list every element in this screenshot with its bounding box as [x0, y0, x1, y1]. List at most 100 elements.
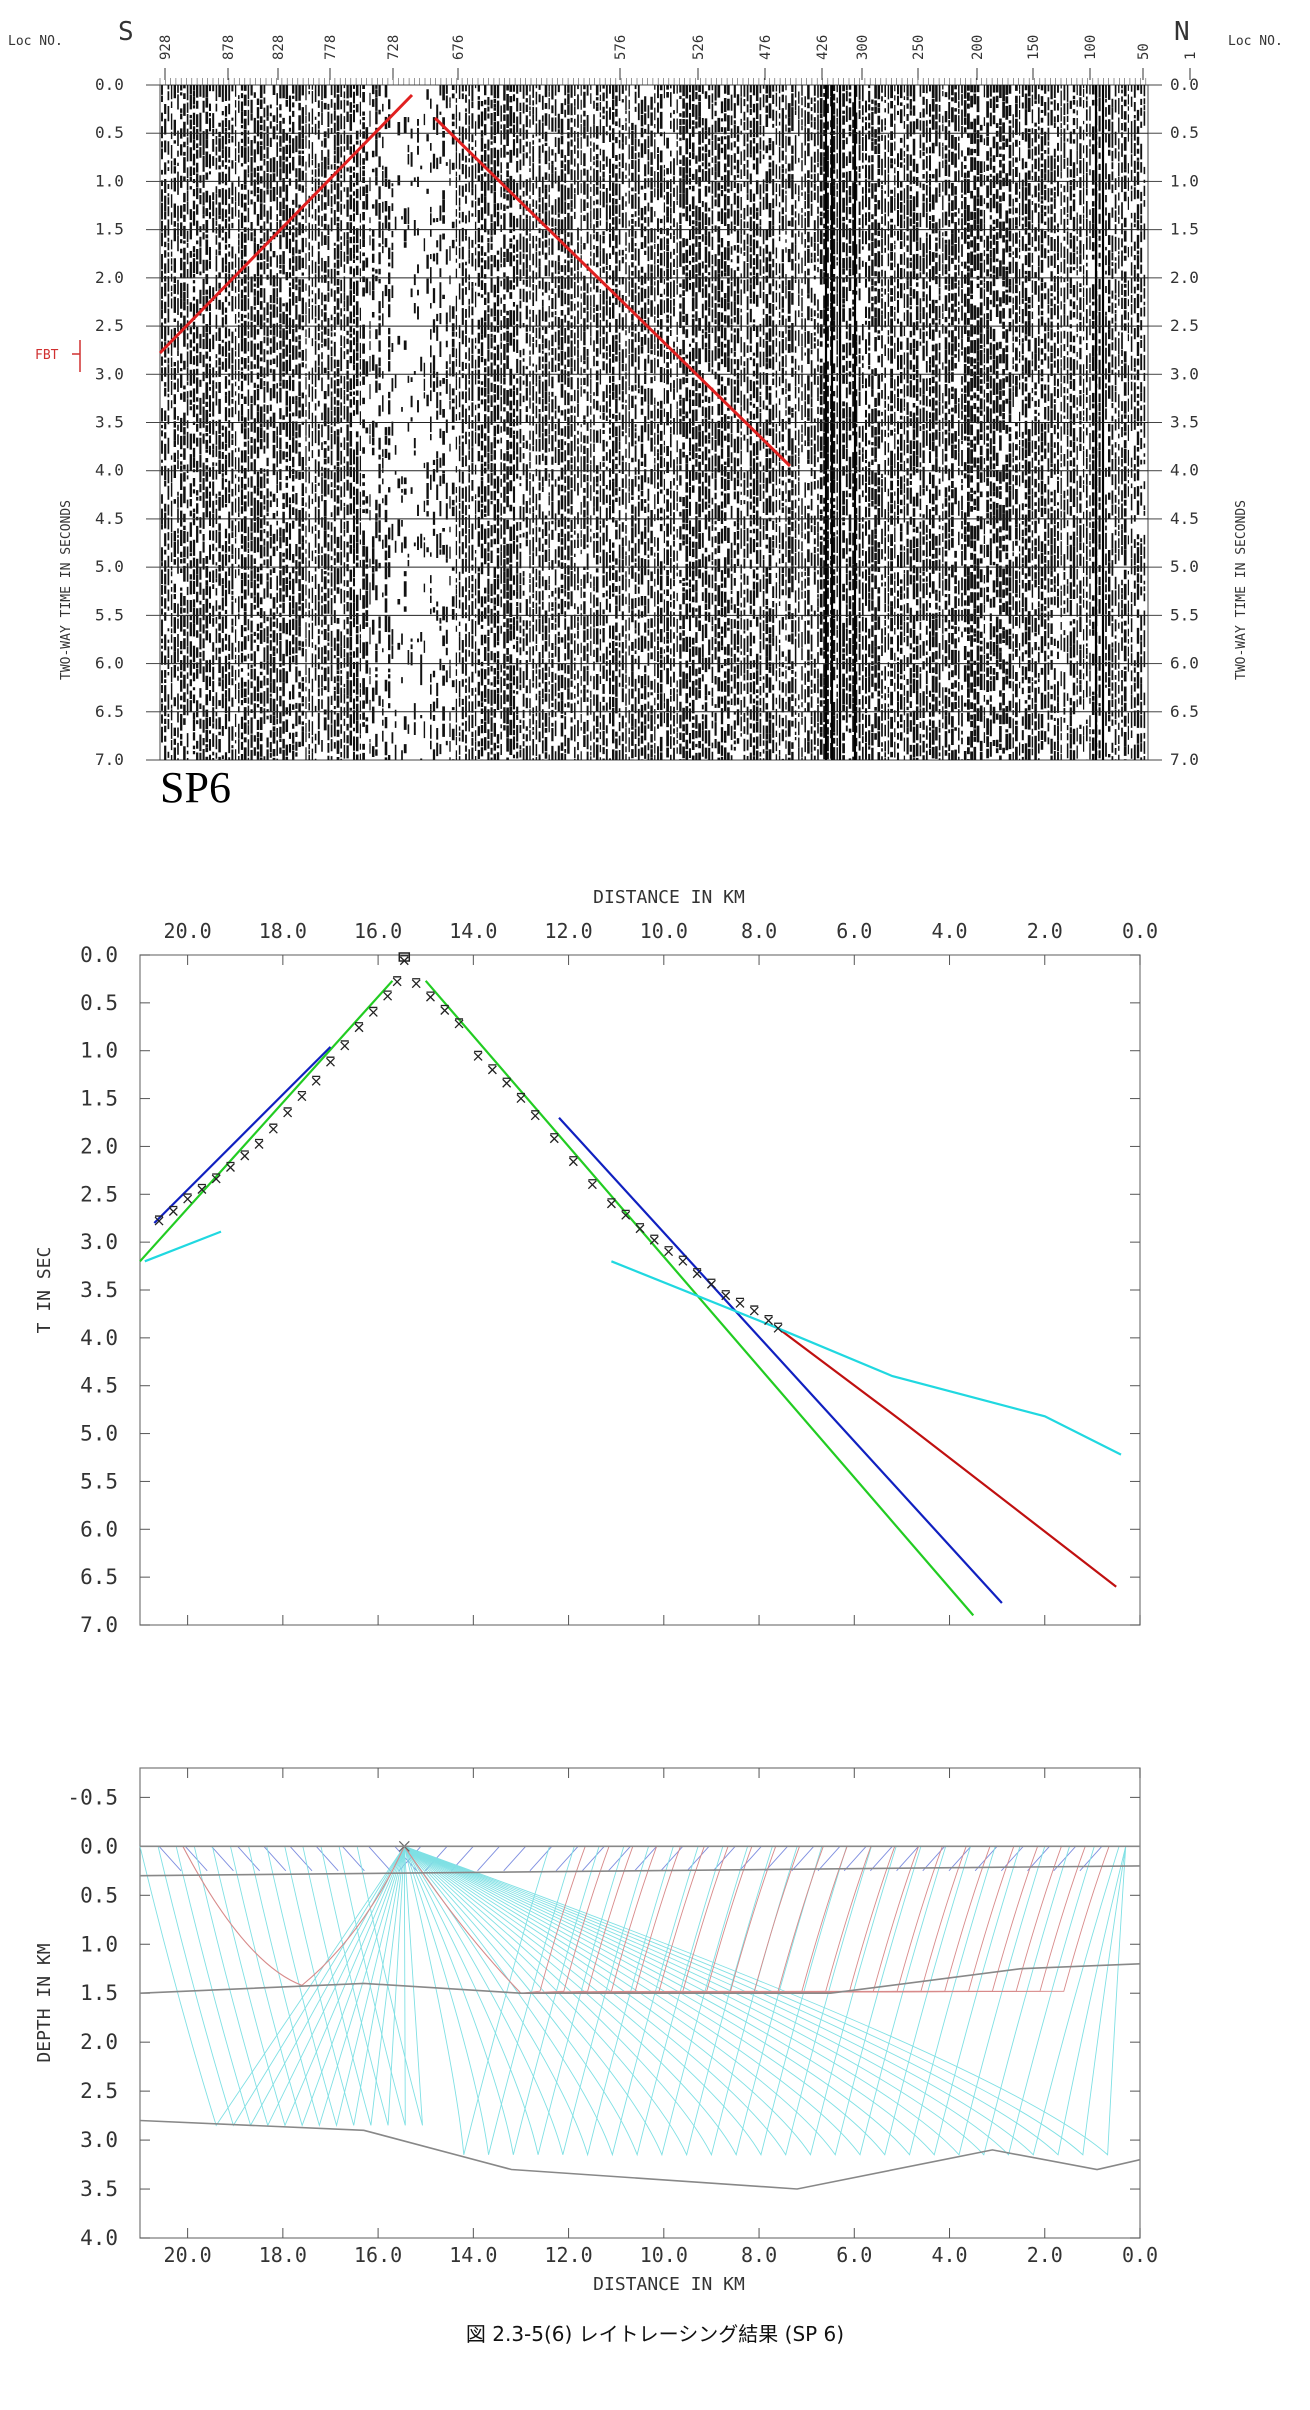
tt-y-tick-label: 4.0: [80, 1326, 118, 1350]
tt-pick-marker: [168, 1205, 178, 1216]
tt-x-tick-label: 14.0: [449, 919, 497, 943]
ray-path-deep: [403, 1846, 674, 2157]
ray-path-deep: [403, 1846, 575, 2155]
ray-path-refracted: [520, 1846, 586, 1994]
ray-path-shallow: [634, 1846, 658, 1872]
ray-path-deep: [403, 1846, 749, 2157]
time-tick-label-right: 1.5: [1170, 220, 1199, 239]
ray-path-shallow: [342, 1846, 365, 1872]
depth-frame: [139, 1767, 1141, 2239]
tt-pick-marker: [678, 1255, 688, 1266]
depth-x-tick-label: 16.0: [354, 2243, 402, 2267]
seismic-ylabel-right: TWO-WAY TIME IN SECONDS: [1234, 500, 1249, 680]
ray-path-deep: [404, 1845, 922, 2156]
depth-y-tick-label: 3.5: [80, 2177, 118, 2201]
ray-path-refracted: [520, 1846, 1062, 1994]
tt-pick-marker: [706, 1278, 716, 1289]
tt-pick-marker: [354, 1022, 364, 1033]
time-tick-label-left: 5.0: [95, 557, 124, 576]
ray-path-deep: [230, 1846, 405, 2127]
boundary-boundary3: [139, 2119, 1141, 2190]
depth-x-tick-label: 2.0: [1027, 2243, 1063, 2267]
ray-path-shallow: [817, 1846, 841, 1872]
tt-pick-marker: [764, 1314, 774, 1326]
tt-pick-marker: [183, 1193, 193, 1204]
ray-path-shallow: [739, 1846, 762, 1872]
ray-path-shallow: [211, 1846, 234, 1872]
tt-line-green: [139, 980, 394, 1263]
figure-caption: 図 2.3-5(6) レイトレーシング結果 (SP 6): [465, 2322, 845, 2346]
time-tick-label-right: 2.5: [1170, 316, 1199, 335]
ray-path-deep: [404, 1845, 947, 2156]
tt-y-tick-label: 2.0: [80, 1134, 118, 1158]
loc-tick-label: 778: [323, 35, 339, 60]
ray-path-refracted: [520, 1846, 729, 1994]
depth-y-tick-label: 1.5: [80, 1981, 118, 2005]
ray-path-deep: [403, 1845, 798, 2157]
ray-path-shallow: [843, 1846, 867, 1872]
ray-path-refracted: [520, 1846, 1039, 1994]
ray-path-deep: [403, 1846, 699, 2157]
tt-pick-marker: [473, 1050, 483, 1061]
tt-y-tick-label: 7.0: [80, 1613, 118, 1637]
ray-path-deep: [403, 1846, 600, 2155]
ray-path-deep: [403, 1846, 724, 2157]
tt-x-tick-label: 6.0: [836, 919, 872, 943]
depth-xlabel: DISTANCE IN KM: [593, 2274, 745, 2295]
time-grid-lines: [160, 132, 1148, 713]
layer-boundaries: [139, 1845, 1141, 2190]
tt-y-tick-label: 5.0: [80, 1422, 118, 1446]
time-tick-label-right: 6.5: [1170, 702, 1199, 721]
ray-path-refracted: [520, 1846, 753, 1994]
loc-tick-label: 1: [1183, 52, 1199, 60]
loc-tick-label: 200: [970, 35, 986, 60]
ray-path-shallow: [158, 1846, 182, 1872]
ray-path-deep: [175, 1846, 405, 2127]
depth-x-tick-label: 0.0: [1122, 2243, 1158, 2267]
tt-pick-marker: [240, 1150, 250, 1161]
tt-pick-marker: [635, 1223, 645, 1234]
loc-tick-label: 476: [758, 35, 774, 60]
ray-paths: [139, 1840, 1127, 2157]
ray-path-shallow: [555, 1846, 579, 1872]
ray-path-shallow: [870, 1846, 893, 1872]
loc-tick-label: 878: [221, 35, 237, 60]
tt-pick-marker: [621, 1209, 631, 1220]
depth-y-tick-label: -0.5: [67, 1785, 118, 1809]
tt-line-blue: [558, 1116, 1003, 1604]
ray-path-deep: [404, 1845, 897, 2156]
ray-path-shallow: [608, 1846, 631, 1872]
tt-pick-marker: [392, 976, 402, 987]
depth-x-tick-label: 6.0: [836, 2243, 872, 2267]
depth-x-tick-label: 18.0: [259, 2243, 307, 2267]
tt-y-tick-label: 6.5: [80, 1565, 118, 1589]
ray-path-deep: [193, 1846, 405, 2127]
shot-point-label: SP6: [160, 763, 231, 812]
depth-y-tick-label: 4.0: [80, 2226, 118, 2250]
depth-axis-ticks: 20.0 18.0 16.0 14.0 12.0 10.0 8.0 6.0 4.0 2.0 0.0 -…: [67, 1768, 1158, 2267]
time-tick-label-right: 0.0: [1170, 75, 1199, 94]
ray-path-refracted: [520, 1846, 848, 1994]
time-tick-label-left: 2.0: [95, 268, 124, 287]
tt-line-cyan: [144, 1230, 222, 1263]
time-tick-label-right: 0.5: [1170, 123, 1199, 142]
fbt-label: FBT: [35, 348, 59, 363]
first-break-pick-right: [433, 116, 792, 468]
tt-pick-marker: [399, 955, 409, 966]
tt-line-blue: [153, 1046, 332, 1224]
seismic-section: Loc NO. Loc NO. S N 928 878 828 778 728 676 57…: [8, 17, 1283, 769]
ray-path-refracted: [520, 1846, 824, 1994]
ray-path-deep: [139, 1846, 405, 2127]
ray-path-deep: [404, 1845, 823, 2157]
seismic-ylabel-left: TWO-WAY TIME IN SECONDS: [59, 500, 74, 680]
travel-time-plot: DISTANCE IN KM 20.0 18.0 16.0 14.0 12.0 10.0 8…: [34, 887, 1158, 1637]
tt-y-tick-label: 4.5: [80, 1374, 118, 1398]
ray-path-refracted: [520, 1846, 1086, 1994]
tt-y-tick-label: 0.0: [80, 943, 118, 967]
shot-marker: [398, 952, 411, 962]
tt-x-tick-label: 0.0: [1122, 919, 1158, 943]
tt-pick-marker: [368, 1006, 378, 1017]
time-tick-label-right: 2.0: [1170, 268, 1199, 287]
tt-pick-marker: [749, 1305, 759, 1316]
